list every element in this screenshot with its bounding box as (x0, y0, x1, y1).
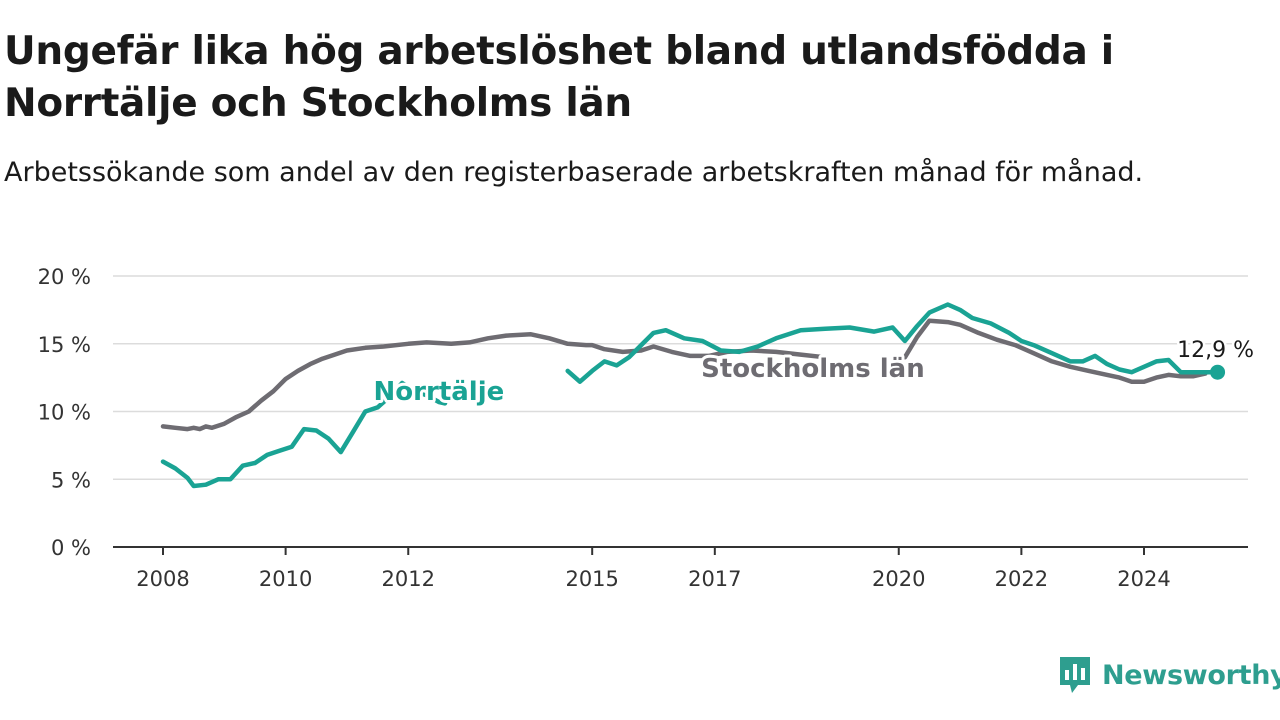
y-tick-label: 0 % (51, 536, 91, 560)
series-label-norrt-lje: Norrtälje (374, 377, 505, 407)
chart-title: Ungefär lika hög arbetslöshet bland utla… (4, 29, 1114, 126)
y-tick-label: 15 % (38, 333, 91, 357)
series-label-stockholms-l-n: Stockholms län (701, 354, 925, 384)
series-lines (160, 302, 1220, 489)
y-tick-label: 10 % (38, 401, 91, 425)
x-tick-label: 2012 (382, 567, 435, 591)
x-tick-label: 2024 (1117, 567, 1170, 591)
x-tick-label: 2017 (688, 567, 741, 591)
x-tick-label: 2010 (259, 567, 312, 591)
brand-name: Newsworthy (1102, 659, 1280, 691)
x-tick-label: 2022 (995, 567, 1048, 591)
last-value-marker (1210, 364, 1226, 380)
newsworthy-chart-icon (1060, 657, 1090, 693)
gridlines (113, 275, 1248, 480)
series-line-stockholms-l-n (160, 332, 828, 432)
x-tick-label: 2015 (565, 567, 618, 591)
chart-subtitle: Arbetssökande som andel av den registerb… (4, 157, 1144, 188)
series-line-norrt-lje (160, 380, 448, 489)
series-line-stockholms-l-n (902, 318, 1208, 384)
x-tick-label: 2008 (136, 567, 189, 591)
last-value-label: 12,9 % (1177, 338, 1254, 363)
x-tick-label: 2020 (872, 567, 925, 591)
y-tick-label: 5 % (51, 468, 91, 492)
y-tick-label: 20 % (38, 265, 91, 289)
series-labels: Stockholms län Norrtälje 12,9 % (371, 336, 1257, 410)
newsworthy-logo: Newsworthy (1058, 655, 1280, 695)
series-line-norrt-lje (565, 302, 1220, 384)
axes: 0 % 5 % 10 % 15 % 20 % 2008 2010 2012 2015 2017 20… (38, 265, 1248, 591)
